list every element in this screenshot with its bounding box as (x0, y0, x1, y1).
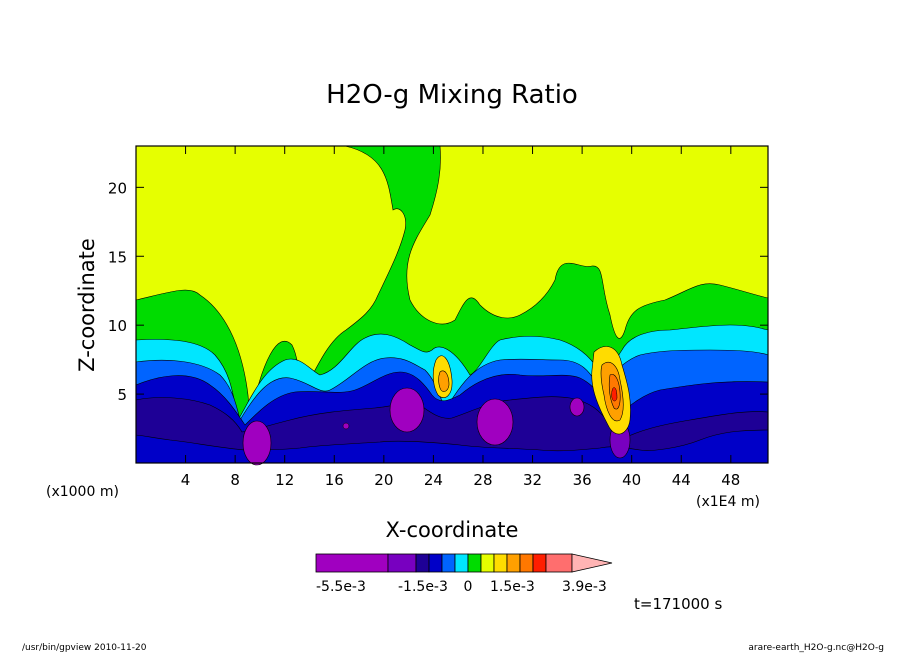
colorbar (315, 553, 613, 573)
plot-area (135, 145, 769, 466)
x-tick-label: 48 (721, 471, 740, 489)
x-tick-label: 36 (573, 471, 592, 489)
footer-left: /usr/bin/gpview 2010-11-20 (22, 643, 147, 653)
x-unit-left: (x1000 m) (46, 484, 119, 500)
colorbar-label: 0 (464, 579, 473, 595)
colorbar-swatch (441, 553, 456, 573)
colorbar-swatch (415, 553, 430, 573)
colorbar-label: -1.5e-3 (398, 579, 448, 595)
field-purple-blob (242, 420, 272, 466)
colorbar-swatch (467, 553, 482, 573)
x-tick-label: 12 (275, 471, 294, 489)
y-tick-label: 5 (117, 386, 127, 404)
x-tick-label: 44 (672, 471, 691, 489)
field-warm-core (611, 387, 618, 402)
colorbar-swatch (315, 553, 389, 573)
x-tick-label: 32 (523, 471, 542, 489)
x-tick-label: 24 (424, 471, 443, 489)
x-tick-label: 8 (230, 471, 240, 489)
colorbar-swatch (545, 553, 573, 573)
y-axis: 5 10 15 20 (108, 179, 768, 404)
y-tick-label: 20 (108, 179, 127, 197)
colorbar-swatch (532, 553, 547, 573)
x-unit-right: (x1E4 m) (696, 494, 760, 510)
footer-right: arare-earth_H2O-g.nc@H2O-g (748, 643, 884, 653)
colorbar-arrow (571, 553, 613, 573)
colorbar-swatch (506, 553, 521, 573)
field-warm-core (438, 370, 450, 392)
x-tick-label: 28 (473, 471, 492, 489)
field-purple-blob (476, 398, 514, 446)
colorbar-swatch (387, 553, 417, 573)
x-tick-label: 4 (181, 471, 191, 489)
colorbar-label: -5.5e-3 (316, 579, 366, 595)
field-purple-blob (342, 422, 350, 430)
x-axis-title: X-coordinate (386, 518, 519, 542)
colorbar-label: 3.9e-3 (562, 579, 607, 595)
y-axis-title: Z-coordinate (75, 238, 99, 372)
colorbar-swatch (519, 553, 534, 573)
colorbar-labels: -5.5e-3 -1.5e-3 0 1.5e-3 3.9e-3 (316, 579, 607, 595)
colorbar-label: 1.5e-3 (490, 579, 535, 595)
colorbar-swatch (454, 553, 469, 573)
x-tick-label: 16 (325, 471, 344, 489)
x-tick-label: 20 (374, 471, 393, 489)
y-tick-label: 15 (108, 248, 127, 266)
x-tick-label: 40 (622, 471, 641, 489)
field-purple-blob (569, 397, 585, 417)
time-annotation: t=171000 s (634, 595, 722, 613)
field-purple-blob (389, 387, 425, 433)
y-tick-label: 10 (108, 317, 127, 335)
chart-title: H2O-g Mixing Ratio (326, 80, 578, 110)
colorbar-swatch (428, 553, 443, 573)
x-axis: 4 8 12 16 20 24 28 32 36 40 44 48 (181, 146, 740, 489)
colorbar-swatch (480, 553, 495, 573)
plot-frame (135, 145, 769, 464)
colorbar-swatch (493, 553, 508, 573)
